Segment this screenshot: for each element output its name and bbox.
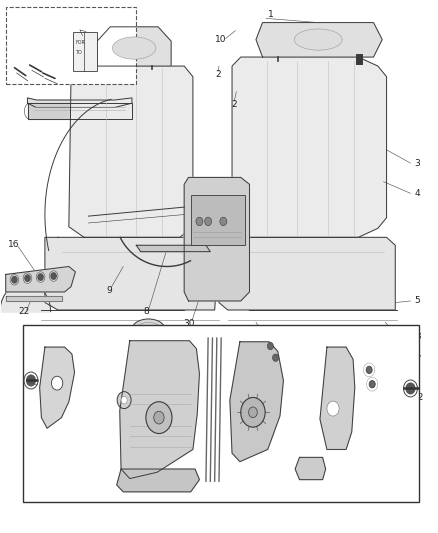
Text: 3: 3 (414, 159, 420, 167)
Ellipse shape (132, 319, 165, 339)
Text: FOR: FOR (75, 40, 85, 45)
Circle shape (154, 411, 164, 424)
Text: 4: 4 (414, 189, 420, 198)
Text: 13: 13 (71, 411, 82, 421)
Circle shape (220, 217, 227, 225)
Polygon shape (0, 282, 50, 312)
Text: 14: 14 (374, 415, 385, 424)
Circle shape (327, 401, 339, 416)
Text: 24: 24 (234, 475, 246, 484)
Circle shape (267, 342, 273, 350)
Text: 18: 18 (411, 332, 423, 341)
Polygon shape (6, 266, 75, 292)
Text: 26: 26 (112, 411, 124, 421)
Polygon shape (136, 245, 210, 252)
Polygon shape (230, 342, 283, 462)
Circle shape (121, 397, 127, 404)
Polygon shape (28, 103, 132, 119)
Polygon shape (40, 347, 74, 428)
Text: 20: 20 (130, 352, 141, 361)
Circle shape (272, 354, 279, 361)
Text: 12: 12 (413, 393, 424, 402)
Circle shape (405, 346, 411, 354)
Circle shape (117, 392, 131, 409)
FancyBboxPatch shape (73, 31, 97, 71)
Text: 23: 23 (29, 415, 40, 424)
Bar (6, 7, 136, 84)
Text: 6: 6 (396, 328, 401, 337)
Circle shape (25, 275, 30, 281)
Text: 1: 1 (268, 10, 273, 19)
Text: 10: 10 (215, 35, 227, 44)
Text: 30: 30 (184, 319, 195, 328)
Text: 19: 19 (273, 413, 285, 422)
Polygon shape (256, 22, 382, 57)
Polygon shape (219, 237, 395, 310)
Text: 16: 16 (8, 240, 19, 249)
Circle shape (249, 407, 257, 418)
Polygon shape (45, 237, 219, 310)
Bar (23, 325, 419, 503)
Text: 5: 5 (414, 296, 420, 305)
Polygon shape (320, 347, 355, 449)
Text: 9: 9 (106, 286, 112, 295)
Text: 25: 25 (327, 411, 339, 421)
Circle shape (410, 336, 416, 343)
Polygon shape (117, 469, 199, 492)
Circle shape (369, 381, 375, 388)
Text: TO: TO (75, 50, 82, 55)
Text: 15: 15 (318, 475, 330, 484)
Text: 2: 2 (215, 70, 221, 79)
Circle shape (406, 383, 415, 394)
Polygon shape (184, 177, 250, 301)
Circle shape (51, 273, 56, 279)
Polygon shape (28, 98, 132, 108)
Text: 8: 8 (143, 307, 149, 316)
Polygon shape (120, 341, 199, 479)
Text: 21: 21 (110, 19, 121, 28)
Circle shape (241, 398, 265, 427)
Ellipse shape (294, 29, 342, 50)
Ellipse shape (113, 37, 156, 59)
Circle shape (205, 217, 212, 225)
FancyBboxPatch shape (191, 195, 245, 245)
Polygon shape (97, 27, 171, 66)
Circle shape (12, 277, 17, 283)
Polygon shape (232, 57, 387, 237)
Polygon shape (295, 457, 325, 480)
Circle shape (196, 217, 203, 225)
Text: 2: 2 (231, 100, 237, 109)
Circle shape (38, 274, 43, 280)
Circle shape (146, 402, 172, 433)
Polygon shape (6, 296, 62, 301)
Text: 17: 17 (411, 355, 423, 364)
Text: 22: 22 (18, 307, 30, 316)
Circle shape (27, 375, 35, 386)
Text: 7: 7 (263, 328, 269, 337)
Circle shape (51, 376, 63, 390)
Text: 11: 11 (150, 413, 162, 422)
Circle shape (366, 366, 372, 374)
Polygon shape (69, 66, 193, 237)
